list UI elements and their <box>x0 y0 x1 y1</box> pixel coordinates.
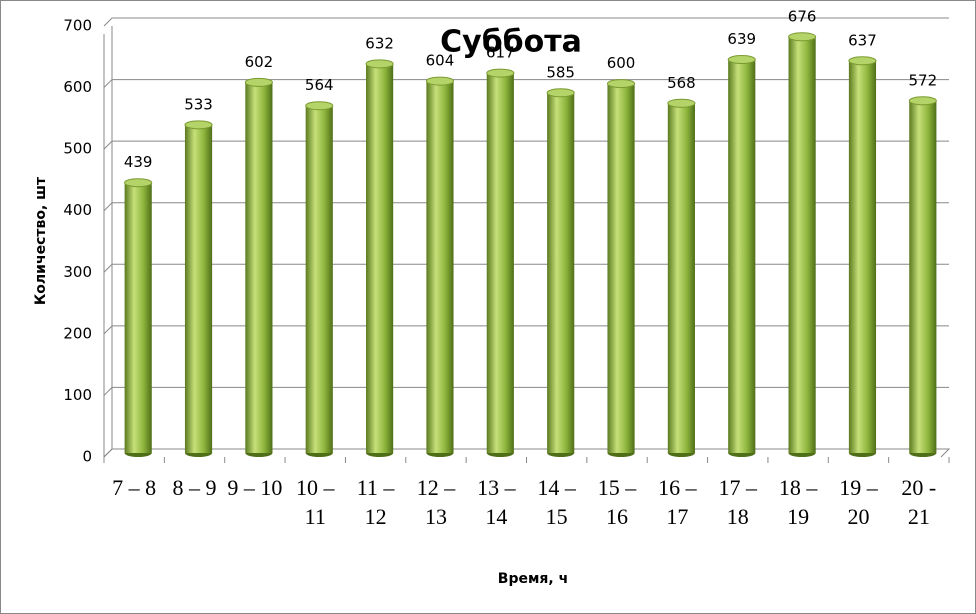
bar <box>184 124 213 454</box>
grid-line <box>103 202 949 212</box>
x-tick-label: 14 – 15 <box>537 475 576 529</box>
grid-line <box>103 448 949 458</box>
x-tick-label: 17 – 18 <box>718 475 757 529</box>
y-tick-label: 700 <box>63 17 92 35</box>
bar <box>547 92 575 454</box>
bar <box>607 83 635 454</box>
data-label: 585 <box>546 63 575 81</box>
bar-top <box>244 77 273 87</box>
x-tick-label: 10 – 11 <box>295 475 335 529</box>
y-tick-label: 400 <box>63 201 92 219</box>
bar-top <box>486 68 515 78</box>
bar <box>305 105 333 453</box>
bar <box>667 103 695 453</box>
bar <box>426 81 454 453</box>
data-label: 600 <box>607 54 636 72</box>
data-label: 533 <box>184 95 213 113</box>
y-tick-label: 0 <box>82 448 92 466</box>
x-tick-label: 9 – 10 <box>227 475 283 500</box>
x-tick-label: 20 - 21 <box>901 475 937 529</box>
bar-top <box>184 120 213 130</box>
bar <box>124 182 152 454</box>
bar-top <box>606 79 636 89</box>
x-tick-label: 19 – 20 <box>839 475 878 529</box>
bar-top <box>908 96 937 106</box>
grid-line <box>103 325 949 335</box>
data-label: 632 <box>365 34 394 52</box>
y-axis-title: Количество, шт <box>33 176 49 305</box>
y-tick-label: 100 <box>63 386 92 404</box>
y-tick-label: 500 <box>63 140 92 158</box>
x-tick-label: 12 – 13 <box>416 475 456 529</box>
data-label: 604 <box>426 52 455 70</box>
data-label: 572 <box>909 71 938 89</box>
x-tick-label: 11 – 12 <box>356 475 395 529</box>
x-tick-label: 8 – 9 <box>172 475 217 500</box>
bar-top <box>667 98 696 108</box>
grid-line <box>103 17 949 27</box>
x-tick-label: 16 – 17 <box>658 475 697 529</box>
bar-top <box>788 32 817 42</box>
bar <box>366 63 394 454</box>
chart-title: Суббота <box>440 25 582 60</box>
bar <box>486 73 514 454</box>
x-tick-label: 18 – 19 <box>778 475 818 529</box>
data-label: 602 <box>245 53 274 71</box>
data-label: 617 <box>486 44 515 62</box>
x-tick-label: 15 – 16 <box>597 475 637 529</box>
data-label: 639 <box>727 30 756 48</box>
data-label: 568 <box>667 74 696 92</box>
data-label: 676 <box>788 7 817 25</box>
grid-line <box>103 140 949 150</box>
bar-top <box>124 178 153 188</box>
y-tick-label: 200 <box>63 324 92 342</box>
x-axis-title: Время, ч <box>498 571 568 587</box>
grid-line <box>103 79 949 88</box>
bar-top <box>425 76 455 86</box>
bar <box>909 100 937 453</box>
bar <box>245 82 273 453</box>
bar <box>848 60 877 453</box>
bar-top <box>727 55 756 65</box>
data-label: 637 <box>848 31 877 49</box>
grid-line <box>103 386 949 396</box>
bar-top <box>365 59 394 69</box>
bar <box>728 59 756 454</box>
bar-top <box>848 56 877 66</box>
y-tick-label: 600 <box>63 78 92 96</box>
x-tick-label: 13 – 14 <box>477 475 516 529</box>
bar-top <box>546 88 575 98</box>
bar <box>788 36 816 454</box>
bar-top <box>305 101 334 111</box>
data-label: 564 <box>305 76 334 94</box>
floor <box>103 448 951 458</box>
y-tick-label: 300 <box>63 263 92 281</box>
grid-line <box>103 263 949 273</box>
data-label: 439 <box>124 153 153 171</box>
x-tick-label: 7 – 8 <box>112 475 157 500</box>
